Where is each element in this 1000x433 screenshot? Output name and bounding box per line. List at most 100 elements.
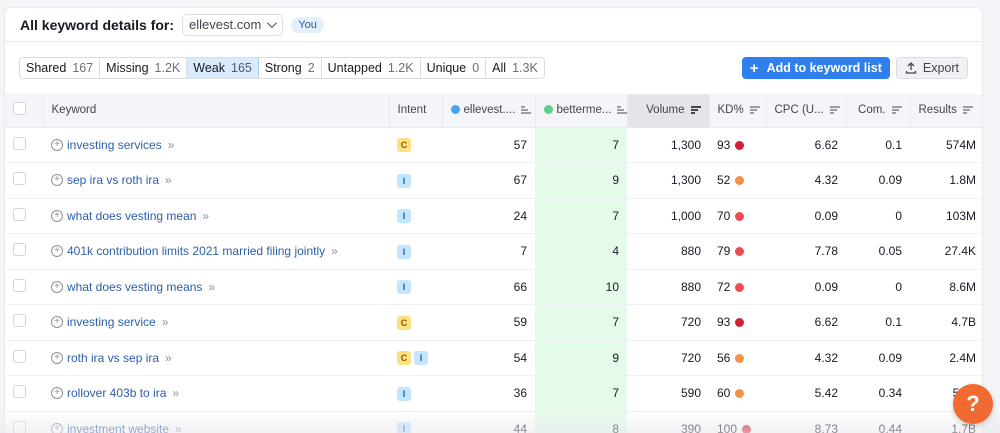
com-cell: 0 [846,269,910,305]
add-keyword-icon[interactable]: + [51,387,63,400]
tab-missing[interactable]: Missing 1.2K [100,58,188,78]
row-checkbox[interactable] [13,420,26,433]
kd-difficulty-dot-icon [735,282,745,292]
double-chevron-icon[interactable]: » [172,386,180,401]
tab-count: 1.3K [512,61,538,75]
table-row: + investing service » C 59 7 720 93 6.62… [5,304,982,341]
row-checkbox[interactable] [13,243,26,257]
sort-icon[interactable] [749,106,760,114]
col-com-label: Com. [858,104,886,117]
double-chevron-icon[interactable]: » [161,315,169,330]
row-checkbox[interactable] [13,349,26,363]
double-chevron-icon[interactable]: » [208,279,216,294]
add-keyword-icon[interactable]: + [51,422,63,433]
double-chevron-icon[interactable]: » [165,350,172,365]
tab-weak[interactable]: Weak 165 [187,58,259,78]
export-icon [905,62,917,74]
keyword-link[interactable]: investment website [67,421,170,433]
add-keyword-icon[interactable]: + [51,138,63,151]
double-chevron-icon[interactable]: » [175,421,182,433]
double-chevron-icon[interactable]: » [202,208,210,223]
double-chevron-icon[interactable]: » [167,137,175,152]
keyword-link[interactable]: what does vesting means [67,279,203,294]
row-select-cell [5,198,43,234]
add-keyword-icon[interactable]: + [51,174,63,187]
keyword-link[interactable]: rollover 403b to ira [67,386,167,401]
double-chevron-icon[interactable]: » [331,244,338,259]
keyword-link[interactable]: investing services [67,137,162,152]
volume-cell: 390 [627,411,709,433]
col-kd-label: KD% [717,104,744,117]
add-keyword-icon[interactable]: + [51,245,63,258]
tab-strong[interactable]: Strong 2 [258,58,322,78]
table-row: + 401k contribution limits 2021 married … [5,233,982,270]
add-keyword-icon[interactable]: + [51,316,63,329]
tab-all[interactable]: All 1.3K [486,58,544,78]
add-to-keyword-list-button[interactable]: + Add to keyword list [741,57,890,79]
add-keyword-icon[interactable]: + [51,280,63,293]
domain-select-value: ellevest.com [189,17,262,32]
chevron-down-icon [267,18,278,29]
keyword-link[interactable]: sep ira vs roth ira [67,173,160,188]
col-volume[interactable]: Volume [627,94,710,128]
kd-difficulty-dot-icon [735,176,745,186]
row-checkbox[interactable] [13,278,26,292]
tab-unique[interactable]: Unique 0 [420,58,487,78]
col-cpc[interactable]: CPC (U... [766,94,847,128]
sort-icon[interactable] [891,106,902,114]
col-com[interactable]: Com. [846,94,911,128]
export-button[interactable]: Export [895,57,968,79]
col-domain2[interactable]: betterme... [535,94,628,128]
com-cell: 0.05 [846,233,910,270]
row-checkbox[interactable] [13,314,26,328]
help-button[interactable]: ? [953,384,993,424]
panel-header: All keyword details for: ellevest.com Yo… [5,8,982,42]
row-select-cell [5,304,43,341]
add-keyword-icon[interactable]: + [51,351,63,364]
col-results-label: Results [918,104,957,117]
keyword-link[interactable]: investing service [67,315,156,330]
volume-cell: 880 [627,269,709,305]
sort-icon[interactable] [617,106,626,114]
select-all-checkbox[interactable] [13,102,26,116]
table-row: + investment website » I 44 8 390 100 8.… [5,411,982,433]
keyword-cell: + investing service » [43,304,389,341]
keyword-cell: + what does vesting mean » [43,198,389,234]
col-kd[interactable]: KD% [709,94,767,128]
keyword-details-panel: All keyword details for: ellevest.com Yo… [4,7,983,433]
keywords-table: Keyword Intent ellevest.... betterme... … [5,94,982,433]
results-cell: 574M [910,127,982,163]
table-row: + investing services » C 57 7 1,300 93 6… [5,127,982,163]
row-checkbox[interactable] [13,172,26,186]
tab-label: Missing [106,61,149,75]
col-domain1[interactable]: ellevest.... [442,94,536,128]
tab-untapped[interactable]: Untapped 1.2K [321,58,421,78]
domain-select[interactable]: ellevest.com [182,13,284,36]
intent-commercial-badge: C [397,138,411,153]
keyword-link[interactable]: 401k contribution limits 2021 married fi… [67,244,326,259]
tab-label: Strong [264,61,302,75]
row-checkbox[interactable] [13,207,26,221]
sort-desc-icon[interactable] [690,106,701,114]
sort-icon[interactable] [829,106,840,114]
row-checkbox[interactable] [13,385,26,399]
sort-icon[interactable] [521,106,532,114]
sort-icon[interactable] [962,106,973,114]
double-chevron-icon[interactable]: » [165,173,172,188]
col-keyword[interactable]: Keyword [43,94,390,128]
kd-value: 93 [717,137,731,152]
keyword-link[interactable]: what does vesting mean [67,208,197,223]
help-icon: ? [966,391,980,416]
table-row: + what does vesting mean » I 24 7 1,000 … [5,198,982,234]
add-to-keyword-list-label: Add to keyword list [766,61,882,75]
tab-shared[interactable]: Shared 167 [20,58,101,78]
add-keyword-icon[interactable]: + [51,209,63,222]
tab-count: 1.2K [387,61,414,75]
row-checkbox[interactable] [13,136,26,150]
keyword-link[interactable]: roth ira vs sep ira [67,350,160,365]
domain1-position-cell: 59 [442,304,535,341]
domain1-dot-icon [450,105,460,115]
kd-cell: 60 [709,375,766,412]
kd-value: 56 [717,350,731,365]
col-results[interactable]: Results [910,94,982,128]
